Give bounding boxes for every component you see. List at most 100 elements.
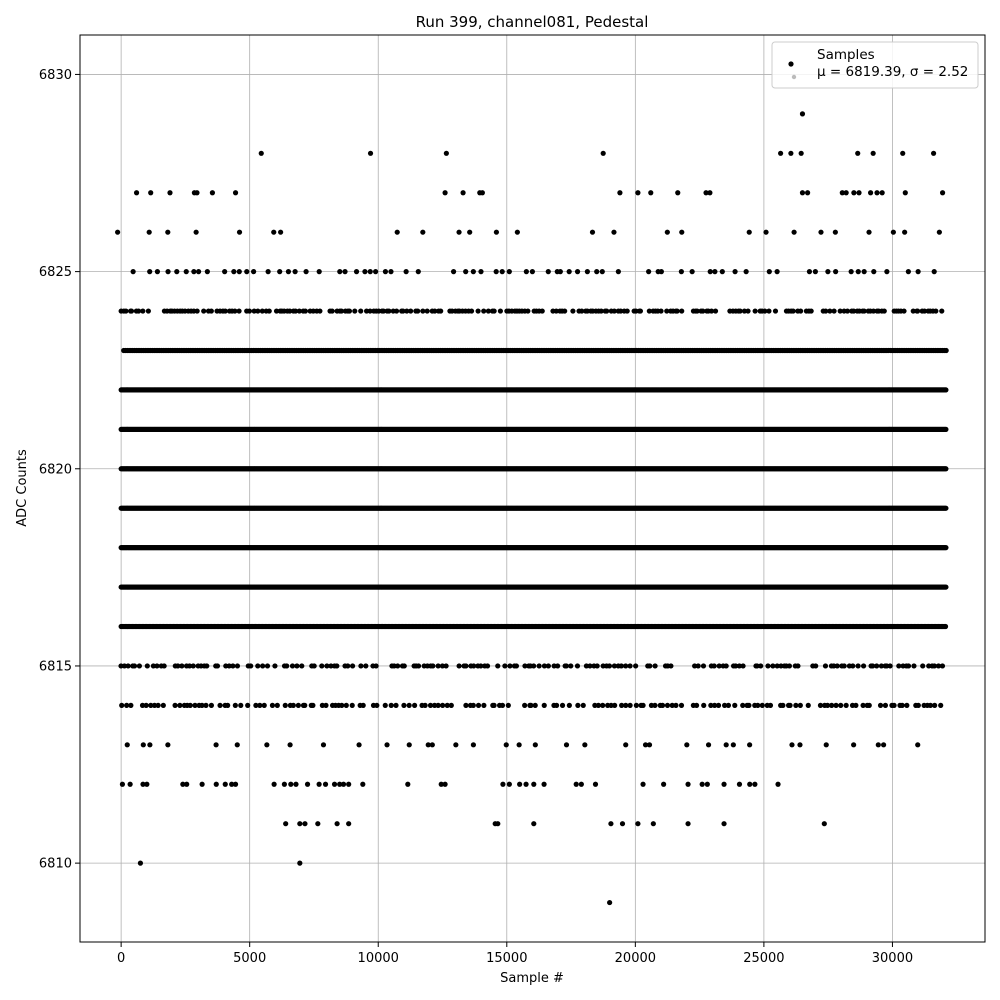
sample-point — [837, 308, 843, 314]
sample-point — [362, 269, 368, 275]
sample-point — [404, 308, 410, 314]
sample-point — [277, 269, 283, 275]
sample-point — [251, 308, 257, 314]
sample-point — [604, 308, 610, 314]
sample-point — [658, 308, 664, 314]
sample-point — [420, 308, 426, 314]
sample-point — [493, 229, 500, 235]
sample-point — [278, 229, 284, 235]
sample-point — [774, 269, 780, 275]
sample-point — [194, 308, 200, 314]
sample-point — [611, 229, 617, 235]
sample-point — [232, 308, 238, 314]
sample-point — [943, 545, 949, 551]
sample-point — [147, 269, 153, 275]
sample-point — [329, 308, 335, 314]
sample-point — [266, 308, 272, 314]
sample-point — [933, 308, 939, 314]
sample-point — [766, 269, 772, 275]
sample-point — [382, 269, 389, 275]
sample-point — [752, 308, 758, 314]
sample-point — [646, 269, 652, 275]
sample-point — [292, 269, 298, 275]
sample-point — [589, 229, 596, 235]
sample-point — [246, 308, 253, 314]
sample-point — [388, 269, 394, 275]
sample-point — [506, 269, 512, 275]
sample-point — [901, 308, 907, 314]
sample-point — [271, 229, 277, 235]
sample-point — [491, 308, 497, 314]
sample-point — [939, 308, 945, 314]
sample-point — [380, 308, 387, 314]
sample-point — [420, 229, 426, 235]
sample-point — [475, 308, 481, 314]
sample-point — [251, 269, 257, 275]
sample-point — [165, 229, 171, 235]
sample-point — [598, 308, 604, 314]
sample-point — [844, 308, 851, 314]
sample-point — [123, 308, 129, 314]
sample-point — [174, 269, 180, 275]
sample-point — [222, 269, 228, 275]
sample-point — [646, 308, 652, 314]
sample-point — [485, 308, 491, 314]
sample-point — [165, 269, 171, 275]
sample-point — [848, 269, 854, 275]
sample-point — [346, 308, 353, 314]
sample-point — [337, 269, 343, 275]
sample-point — [689, 269, 695, 275]
sample-point — [855, 269, 861, 275]
sample-point — [674, 308, 680, 314]
sample-point — [825, 269, 831, 275]
sample-point — [871, 269, 877, 275]
sample-point — [367, 308, 373, 314]
sample-point — [707, 269, 713, 275]
sample-point — [353, 269, 360, 275]
sample-point — [762, 308, 768, 314]
sample-point — [790, 308, 796, 314]
sample-point — [943, 466, 949, 472]
sample-point — [553, 308, 559, 314]
sample-point — [866, 229, 872, 235]
sample-point — [831, 308, 837, 314]
sample-point — [772, 308, 779, 314]
sample-point — [557, 269, 563, 275]
sample-point — [154, 269, 161, 275]
sample-point — [438, 308, 444, 314]
sample-point — [342, 269, 348, 275]
sample-point — [763, 229, 769, 235]
sample-point — [637, 308, 644, 314]
sample-point — [231, 269, 237, 275]
sample-point — [615, 269, 621, 275]
sample-point — [145, 308, 151, 314]
sample-point — [694, 308, 700, 314]
sample-point — [910, 308, 916, 314]
sample-point — [700, 308, 706, 314]
sample-point — [273, 308, 280, 314]
sample-point — [316, 269, 322, 275]
sample-point — [678, 269, 684, 275]
sample-point — [827, 308, 833, 314]
sample-point — [719, 269, 725, 275]
sample-point — [832, 229, 838, 235]
sample-point — [870, 308, 877, 314]
sample-point — [741, 308, 748, 314]
sample-point — [584, 269, 590, 275]
sample-point — [468, 308, 475, 314]
sample-point — [265, 269, 271, 275]
sample-point — [861, 269, 867, 275]
sample-point — [424, 308, 430, 314]
sample-point — [562, 308, 568, 314]
sample-point — [481, 308, 487, 314]
sample-point — [222, 308, 228, 314]
sample-point — [285, 269, 292, 275]
sample-point — [599, 269, 605, 275]
sample-point — [193, 229, 199, 235]
chart-title: Run 399, channel081, Pedestal — [416, 13, 649, 31]
sample-point — [808, 308, 814, 314]
sample-point — [579, 308, 585, 314]
sample-point — [737, 308, 743, 314]
sample-point — [624, 308, 630, 314]
